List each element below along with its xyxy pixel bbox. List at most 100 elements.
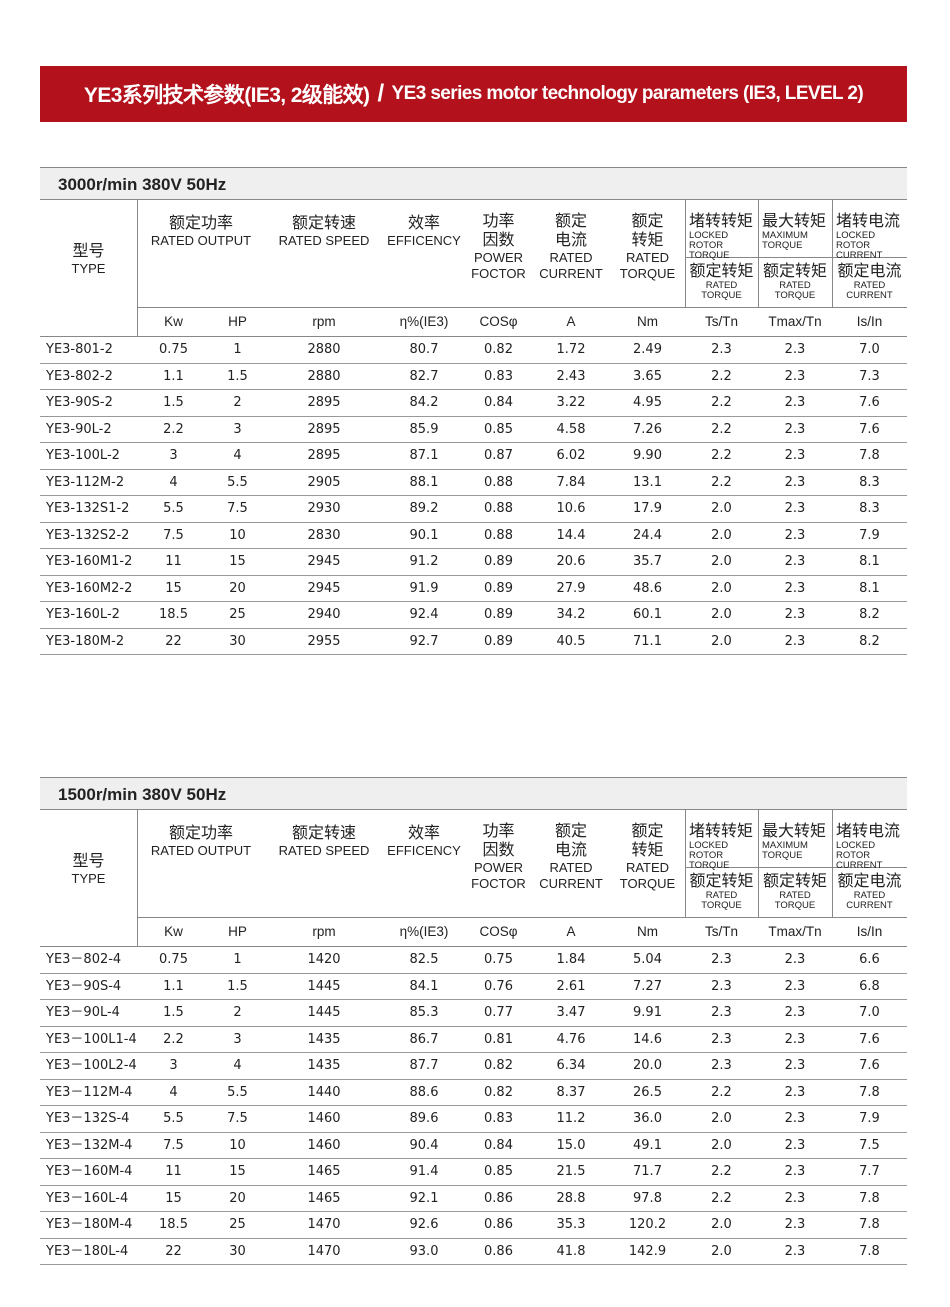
cell-value: 1460 (307, 1111, 341, 1126)
cell-value: 88.1 (409, 474, 439, 490)
cell-value: 60.1 (633, 607, 662, 622)
cell-value: 14.6 (633, 1031, 662, 1047)
cell-value: 93.0 (409, 1243, 439, 1259)
col-max-torque: 最大转矩 MAXIMUM TORQUE (758, 212, 836, 251)
unit: A (566, 924, 576, 939)
col-max-torque: 最大转矩 MAXIMUM TORQUE (758, 822, 836, 861)
cell-value: 0.84 (484, 1137, 513, 1153)
header-label: 额定 (554, 823, 587, 840)
cell-value: 2.0 (711, 501, 732, 516)
unit: COSφ (479, 314, 518, 329)
cell-value: 5.5 (227, 474, 248, 490)
cell-value: 2.3 (711, 978, 732, 994)
cell-value: 7.9 (859, 1111, 880, 1126)
header-label: 额定功率 (168, 215, 233, 232)
cell-value: 2830 (307, 527, 341, 543)
cell-value: 20.6 (556, 554, 586, 569)
header-label: LOCKED (689, 840, 729, 852)
cell-value: 91.4 (409, 1164, 439, 1179)
col-locked-rotor-torque: 堵转转矩 LOCKED ROTOR TORQUE (685, 212, 762, 261)
table-row: YE3-160M1-2 11 15 2945 91.2 0.89 20.6 35.7 2.0 2.… (40, 549, 907, 576)
col-rated-current: 额定 电流 RATED CURRENT (532, 212, 610, 282)
header-label: LOCKED (836, 230, 876, 242)
cell-value: 2.3 (784, 395, 806, 410)
header-label: FOCTOR (471, 875, 526, 891)
title-en: YE3 series motor technology parameters (… (391, 83, 864, 104)
cell-value: 2880 (307, 368, 341, 384)
header-label: LOCKED (836, 840, 876, 852)
col-efficiency: 效率 EFFICENCY (383, 214, 465, 249)
divider (137, 307, 907, 308)
cell-value: 40.5 (556, 633, 586, 649)
header-label: RATED TORQUE (701, 280, 742, 302)
col-rated-current-sub: 额定电流 RATED CURRENT (832, 262, 907, 301)
cell-value: 4 (233, 448, 242, 463)
cell-value: 2.61 (556, 978, 586, 994)
cell-value: 2.3 (784, 1084, 806, 1100)
header-label: RATED TORQUE (774, 890, 816, 912)
cell-value: 2.3 (784, 1031, 806, 1047)
cell-value: 7.9 (859, 527, 880, 543)
table-row: YE3-90S-2 1.5 2 2895 84.2 0.84 3.22 4.95 2.2 2.3 7… (40, 390, 907, 417)
table-row: YE3－180L-4 22 30 1470 93.0 0.86 41.8 142.9 2.0 2.… (40, 1239, 907, 1265)
cell-value: 24.4 (633, 527, 662, 543)
cell-value: 0.77 (484, 1005, 513, 1020)
cell-value: 0.82 (484, 1084, 513, 1100)
cell-value: 2.2 (711, 1084, 732, 1100)
table-row: YE3-802-2 1.1 1.5 2880 82.7 0.83 2.43 3.65 2.2 2.… (40, 364, 907, 390)
divider (685, 257, 907, 258)
cell-value: 2945 (307, 580, 341, 596)
cell-value: 2.0 (711, 607, 732, 622)
cell-value: 21.5 (556, 1164, 586, 1179)
table-row: YE3－160M-4 11 15 1465 91.4 0.85 21.5 71.7 2.2 2.3… (40, 1159, 907, 1186)
cell-value: 20 (229, 1190, 246, 1206)
cell-value: 2.0 (711, 1137, 732, 1153)
header-label: 最大转矩 (762, 823, 827, 840)
cell-value: 120.2 (628, 1217, 667, 1232)
cell-value: 10 (229, 1137, 246, 1153)
cell-type: YE3-160M2-2 (46, 580, 133, 596)
unit: Tmax/Tn (768, 314, 822, 329)
header-label: ROTOR CURRENT (836, 240, 883, 262)
cell-value: 7.0 (859, 1005, 880, 1020)
cell-value: 35.7 (633, 554, 662, 569)
unit: Tmax/Tn (768, 924, 822, 939)
cell-value: 89.6 (409, 1111, 439, 1126)
cell-value: 0.76 (484, 978, 513, 994)
table-row: YE3－100L2-4 3 4 1435 87.7 0.82 6.34 20.0 2.3 2.3 7… (40, 1053, 907, 1080)
header-label: LOCKED (689, 230, 729, 242)
cell-value: 91.9 (409, 580, 439, 596)
header-label: 电流 (554, 842, 587, 860)
cell-value: 0.85 (484, 421, 513, 437)
cell-value: 28.8 (556, 1190, 586, 1206)
cell-value: 2930 (307, 501, 341, 516)
divider (758, 200, 759, 307)
divider (137, 200, 138, 336)
header-label: RATED OUTPUT (150, 233, 252, 249)
cell-value: 89.2 (409, 501, 439, 516)
table-row: YE3-90L-2 2.2 3 2895 85.9 0.85 4.58 7.26 2.2 2.3 7… (40, 417, 907, 443)
cell-value: 20 (229, 580, 246, 596)
cell-value: 10.6 (556, 501, 586, 516)
cell-value: 9.90 (633, 448, 662, 463)
cell-value: 2.3 (711, 1031, 732, 1047)
cell-value: 1445 (307, 1005, 341, 1020)
header-label: POWER (473, 860, 524, 876)
unit: HP (228, 924, 247, 939)
cell-value: 0.86 (484, 1243, 513, 1259)
cell-type: YE3－160M-4 (46, 1164, 133, 1179)
cell-value: 1440 (307, 1084, 341, 1100)
col-speed: 额定转速 RATED SPEED (265, 214, 383, 249)
col-output: 额定功率 RATED OUTPUT (137, 824, 265, 859)
cell-value: 2.3 (784, 607, 806, 622)
cell-value: 7.84 (556, 474, 586, 490)
cell-value: 8.2 (859, 633, 880, 649)
cell-value: 2.2 (711, 1190, 732, 1206)
cell-value: 8.2 (859, 607, 880, 622)
header-label: MAXIMUM (762, 230, 808, 242)
header-label: RATED TORQUE (701, 890, 742, 912)
cell-value: 1435 (307, 1058, 341, 1073)
cell-value: 2.3 (784, 580, 806, 596)
cell-value: 4 (169, 474, 178, 490)
cell-value: 2.3 (784, 1190, 806, 1206)
